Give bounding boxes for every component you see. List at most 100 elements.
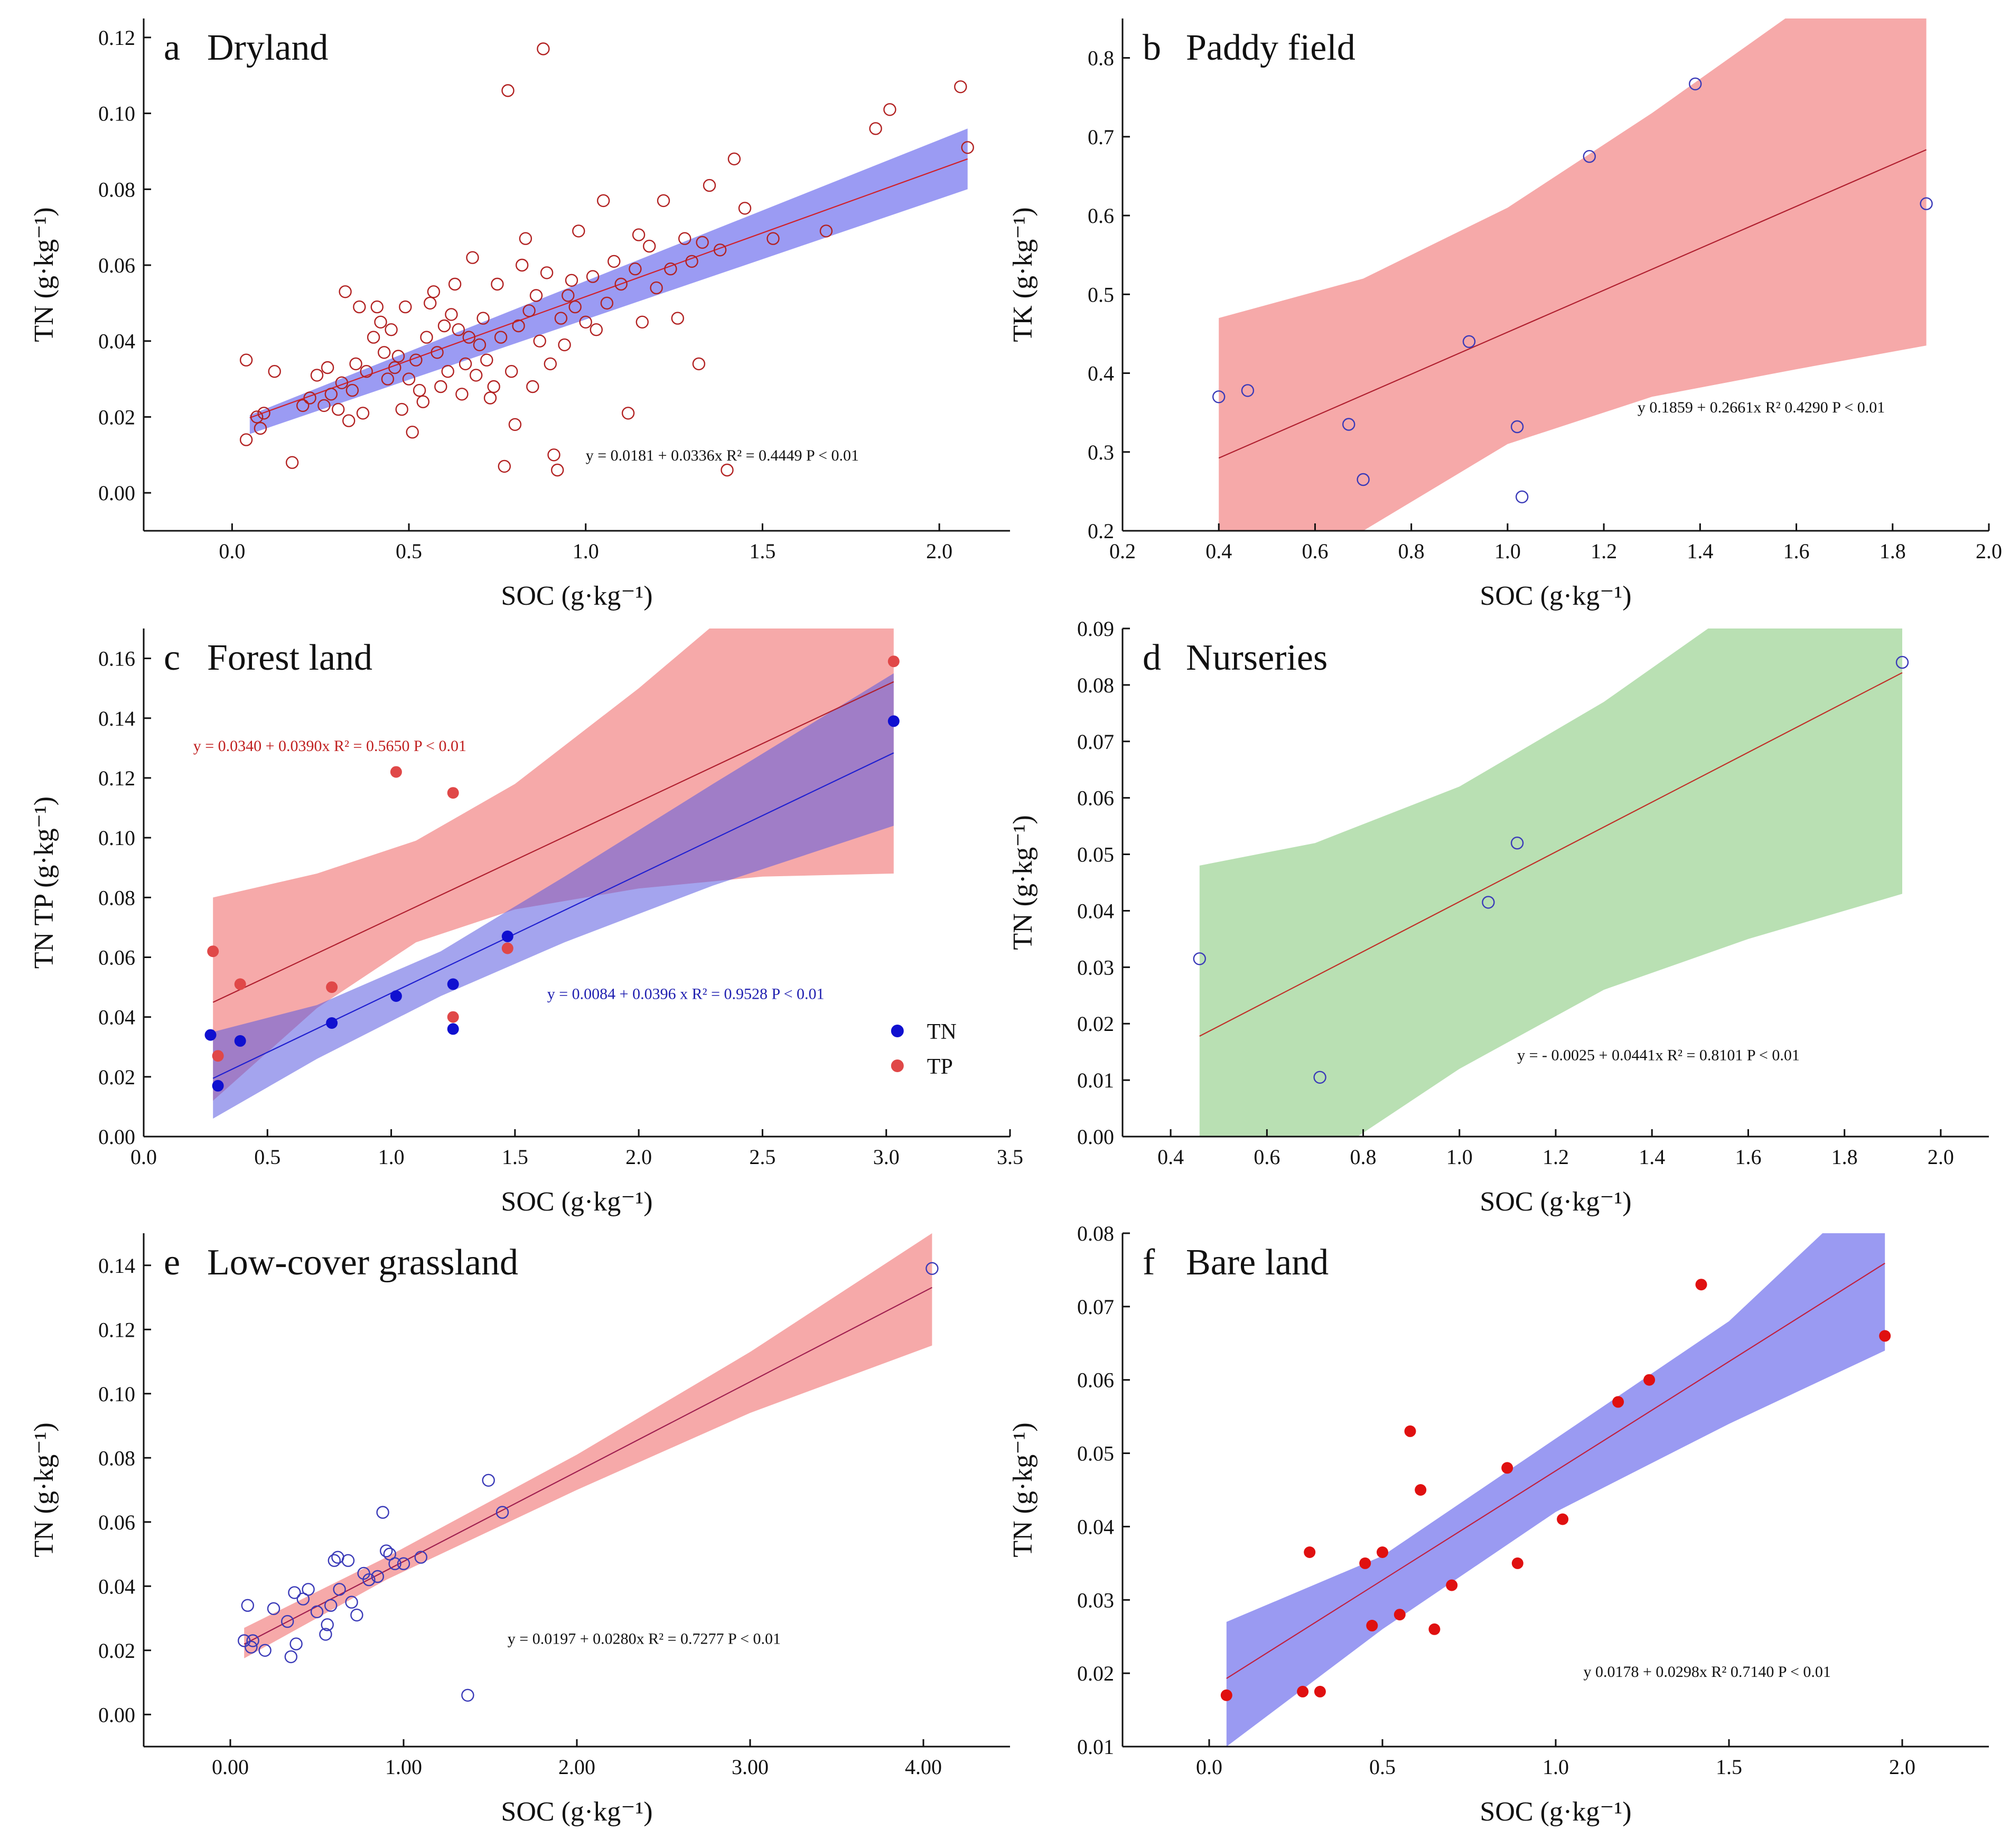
data-point-e-tn-20 bbox=[345, 1596, 358, 1609]
data-point-e-tn-18 bbox=[333, 1583, 346, 1596]
y-tick-label-d-1: 0.01 bbox=[1077, 1068, 1114, 1092]
y-axis-title-b: TK (g·kg⁻¹) bbox=[1008, 207, 1038, 342]
data-point-a-tn-103 bbox=[721, 463, 734, 477]
data-point-f-tn-6 bbox=[1377, 1546, 1388, 1558]
data-point-a-tn-48 bbox=[459, 357, 472, 371]
x-tick-label-c-1: 0.5 bbox=[254, 1145, 281, 1169]
data-point-c-tn-4 bbox=[390, 990, 402, 1002]
y-tick-label-c-8: 0.16 bbox=[98, 647, 135, 671]
data-point-a-tn-75 bbox=[554, 312, 568, 325]
data-point-a-tn-55 bbox=[483, 391, 497, 405]
panel-letter-d: d bbox=[1143, 637, 1161, 678]
y-tick-label-b-4: 0.6 bbox=[1088, 204, 1114, 228]
data-point-a-tn-60 bbox=[501, 84, 515, 97]
confidence-band-e-tn bbox=[244, 1233, 932, 1658]
confidence-band-d-tn bbox=[1199, 628, 1902, 1137]
data-point-b-tk-5 bbox=[1510, 420, 1524, 434]
data-point-a-tn-53 bbox=[476, 312, 490, 325]
data-point-a-tn-39 bbox=[427, 285, 441, 298]
x-tick-label-d-1: 0.6 bbox=[1254, 1145, 1280, 1169]
data-point-c-tp-8 bbox=[887, 655, 900, 668]
data-point-f-tn-4 bbox=[1359, 1557, 1371, 1569]
data-point-f-tn-17 bbox=[1695, 1279, 1707, 1291]
y-axis-title-c: TN TP (g·kg⁻¹) bbox=[29, 796, 59, 969]
panel-letter-c: c bbox=[164, 637, 180, 678]
confidence-band-b-tk bbox=[1219, 18, 1927, 531]
data-point-e-tn-26 bbox=[380, 1544, 393, 1558]
data-point-a-tn-0 bbox=[239, 433, 253, 446]
data-point-e-tn-3 bbox=[246, 1634, 259, 1647]
data-point-e-tn-19 bbox=[341, 1554, 355, 1567]
panel-title-c: Forest land bbox=[207, 637, 372, 678]
data-point-d-tn-0 bbox=[1193, 952, 1207, 965]
panel-letter-b: b bbox=[1143, 27, 1161, 68]
data-point-c-tn-0 bbox=[204, 1029, 217, 1041]
data-point-e-tn-0 bbox=[238, 1634, 251, 1647]
x-axis-title-f: SOC (g·kg⁻¹) bbox=[1480, 1797, 1631, 1827]
regression-equation-d-0: y = - 0.0025 + 0.0441x R² = 0.8101 P < 0… bbox=[1517, 1047, 1800, 1064]
data-point-a-tn-52 bbox=[473, 338, 487, 352]
data-point-a-tn-108 bbox=[869, 122, 882, 135]
x-tick-label-f-4: 2.0 bbox=[1889, 1755, 1915, 1779]
data-point-a-tn-110 bbox=[954, 80, 967, 93]
data-point-b-tk-8 bbox=[1688, 77, 1702, 91]
data-point-a-tn-13 bbox=[332, 402, 345, 416]
x-tick-label-e-3: 3.00 bbox=[732, 1755, 769, 1779]
y-tick-label-f-1: 0.02 bbox=[1077, 1662, 1114, 1685]
data-point-e-tn-9 bbox=[289, 1637, 303, 1650]
data-point-b-tk-6 bbox=[1515, 490, 1529, 503]
data-point-a-tn-40 bbox=[431, 346, 444, 359]
x-tick-label-f-2: 1.0 bbox=[1542, 1755, 1569, 1779]
data-point-a-tn-109 bbox=[883, 103, 896, 116]
data-point-a-tn-88 bbox=[621, 407, 635, 420]
legend-label-tn: TN bbox=[927, 1020, 957, 1044]
plot-area-b bbox=[1212, 18, 1933, 531]
data-point-e-tn-1 bbox=[241, 1599, 254, 1612]
x-tick-label-c-5: 2.5 bbox=[749, 1145, 775, 1169]
x-tick-label-b-3: 0.8 bbox=[1398, 539, 1425, 563]
data-point-c-tp-0 bbox=[207, 945, 219, 958]
data-point-a-tn-43 bbox=[441, 365, 454, 378]
data-point-c-tn-7 bbox=[501, 930, 513, 942]
data-point-a-tn-7 bbox=[296, 399, 310, 412]
data-point-a-tn-62 bbox=[508, 418, 522, 431]
data-point-e-tn-10 bbox=[296, 1592, 310, 1606]
x-tick-label-b-6: 1.4 bbox=[1687, 539, 1713, 563]
y-tick-label-f-3: 0.04 bbox=[1077, 1515, 1114, 1539]
panel-letter-e: e bbox=[164, 1242, 180, 1283]
confidence-band-c-tn bbox=[213, 673, 894, 1119]
y-tick-label-b-0: 0.2 bbox=[1088, 519, 1114, 543]
x-tick-label-c-2: 1.0 bbox=[378, 1145, 405, 1169]
data-point-a-tn-16 bbox=[342, 414, 356, 427]
data-point-b-tk-0 bbox=[1212, 390, 1226, 404]
data-point-a-tn-97 bbox=[678, 232, 691, 245]
data-point-a-tn-41 bbox=[434, 380, 447, 393]
x-tick-label-c-4: 2.0 bbox=[625, 1145, 652, 1169]
x-axis-title-b: SOC (g·kg⁻¹) bbox=[1480, 581, 1631, 611]
data-point-a-tn-58 bbox=[494, 331, 508, 344]
data-point-b-tk-2 bbox=[1342, 418, 1355, 431]
y-tick-label-d-4: 0.04 bbox=[1077, 899, 1114, 923]
y-axis-title-d: TN (g·kg⁻¹) bbox=[1008, 815, 1038, 950]
y-tick-label-d-0: 0.00 bbox=[1077, 1125, 1114, 1149]
y-tick-label-a-3: 0.06 bbox=[98, 254, 135, 277]
data-point-a-tn-72 bbox=[544, 357, 557, 371]
data-point-f-tn-9 bbox=[1415, 1484, 1427, 1496]
regression-equation-b-0: y 0.1859 + 0.2661x R² 0.4290 P < 0.01 bbox=[1638, 399, 1885, 416]
data-point-a-tn-45 bbox=[448, 277, 462, 291]
data-point-a-tn-25 bbox=[378, 346, 391, 359]
data-point-c-tn-6 bbox=[447, 1023, 459, 1035]
data-point-a-tn-91 bbox=[635, 315, 649, 329]
data-point-a-tn-98 bbox=[685, 255, 698, 268]
panel-title-f: Bare land bbox=[1186, 1242, 1329, 1283]
x-tick-label-b-7: 1.6 bbox=[1783, 539, 1810, 563]
x-tick-label-f-1: 0.5 bbox=[1369, 1755, 1396, 1779]
data-point-e-tn-25 bbox=[376, 1506, 389, 1519]
panel-f: 0.0 0.5 1.0 1.5 2.0 0.01 0.02 0.03 0.04 0.05 0.06 0… bbox=[1008, 1222, 1989, 1827]
panel-title-e: Low-cover grassland bbox=[207, 1242, 518, 1283]
data-point-c-tn-2 bbox=[234, 1035, 246, 1047]
data-point-a-tn-28 bbox=[388, 361, 401, 374]
x-axis-title-c: SOC (g·kg⁻¹) bbox=[501, 1187, 652, 1217]
data-point-f-tn-5 bbox=[1366, 1619, 1378, 1631]
data-point-f-tn-8 bbox=[1404, 1425, 1416, 1437]
